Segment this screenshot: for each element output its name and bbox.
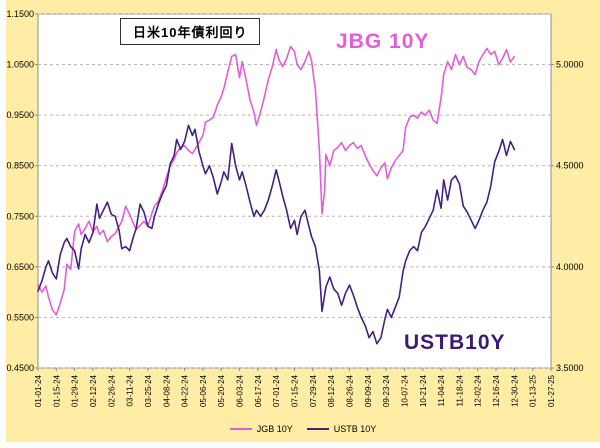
series-line-ustb-10y bbox=[37, 124, 516, 345]
x-axis-label: 01-13-25 bbox=[529, 374, 538, 407]
chart-title: 日米10年債利回り bbox=[120, 18, 261, 45]
left-axis-label: 0.5500 bbox=[6, 312, 34, 322]
x-axis-label: 07-15-24 bbox=[291, 374, 300, 407]
x-axis-label: 11-18-24 bbox=[455, 374, 464, 406]
x-axis-label: 08-26-24 bbox=[345, 374, 354, 407]
right-axis-label: 4.5000 bbox=[556, 161, 584, 171]
right-axis-label: 5.0000 bbox=[556, 60, 584, 70]
left-axis-label: 0.6500 bbox=[6, 262, 34, 272]
legend-label-ustb: USTB 10Y bbox=[333, 424, 377, 434]
x-axis-label: 12-02-24 bbox=[474, 374, 483, 407]
x-axis-label: 12-30-24 bbox=[510, 374, 519, 407]
x-axis-label: 04-22-24 bbox=[181, 374, 190, 407]
x-axis-label: 11-04-24 bbox=[437, 374, 446, 406]
right-axis-label: 3.5000 bbox=[556, 363, 584, 373]
series-line-jgb-10y bbox=[37, 45, 516, 316]
legend-item-ustb: USTB 10Y bbox=[306, 424, 377, 434]
left-axis-label: 0.8500 bbox=[6, 161, 34, 171]
x-axis-label: 06-17-24 bbox=[254, 374, 263, 407]
x-axis-label: 03-11-24 bbox=[126, 374, 135, 406]
x-axis-label: 07-01-24 bbox=[272, 374, 281, 407]
ustb-line-swatch bbox=[306, 428, 329, 430]
chart-background: 1.1500 1.0500 0.9500 0.8500 0.7500 0.6500 0.55… bbox=[6, 0, 600, 442]
right-axis-label: 4.0000 bbox=[556, 262, 584, 272]
left-axis-label: 0.4500 bbox=[6, 363, 34, 373]
plot-area bbox=[37, 13, 552, 369]
chart-legend: JGB 10Y USTB 10Y bbox=[6, 424, 600, 434]
annotation-jgb-10y: JBG 10Y bbox=[336, 30, 430, 53]
x-axis-label: 09-23-24 bbox=[382, 374, 391, 407]
x-axis-label: 02-26-24 bbox=[107, 374, 116, 407]
x-axis-label: 01-15-24 bbox=[52, 374, 61, 407]
annotation-ustb-10y: USTB10Y bbox=[404, 331, 506, 354]
x-axis-label: 01-27-25 bbox=[547, 374, 556, 407]
legend-item-jgb: JGB 10Y bbox=[229, 424, 293, 434]
x-axis-label: 04-08-24 bbox=[162, 374, 171, 407]
x-axis-label: 03-25-24 bbox=[144, 374, 153, 407]
x-axis-label: 05-20-24 bbox=[217, 374, 226, 407]
left-axis-label: 1.1500 bbox=[6, 9, 34, 19]
jgb-line-swatch bbox=[229, 428, 252, 430]
x-axis-label: 01-01-24 bbox=[34, 374, 43, 407]
legend-label-jgb: JGB 10Y bbox=[256, 424, 293, 434]
x-axis-label: 10-21-24 bbox=[419, 374, 428, 407]
x-axis-label: 10-07-24 bbox=[400, 374, 409, 407]
left-axis-label: 0.9500 bbox=[6, 110, 34, 120]
yield-chart: 1.1500 1.0500 0.9500 0.8500 0.7500 0.6500 0.55… bbox=[6, 9, 584, 407]
x-axis-label: 07-29-24 bbox=[309, 374, 318, 407]
left-axis-label: 0.7500 bbox=[6, 211, 34, 221]
left-axis-label: 1.0500 bbox=[6, 60, 34, 70]
x-axis-label: 01-29-24 bbox=[71, 374, 80, 407]
x-axis-label: 12-16-24 bbox=[492, 374, 501, 407]
x-axis-label: 06-03-24 bbox=[236, 374, 245, 407]
x-axis-label: 05-06-24 bbox=[199, 374, 208, 407]
x-axis-label: 09-09-24 bbox=[364, 374, 373, 407]
x-axis-label: 08-12-24 bbox=[327, 374, 336, 407]
x-axis-label: 02-12-24 bbox=[89, 374, 98, 407]
